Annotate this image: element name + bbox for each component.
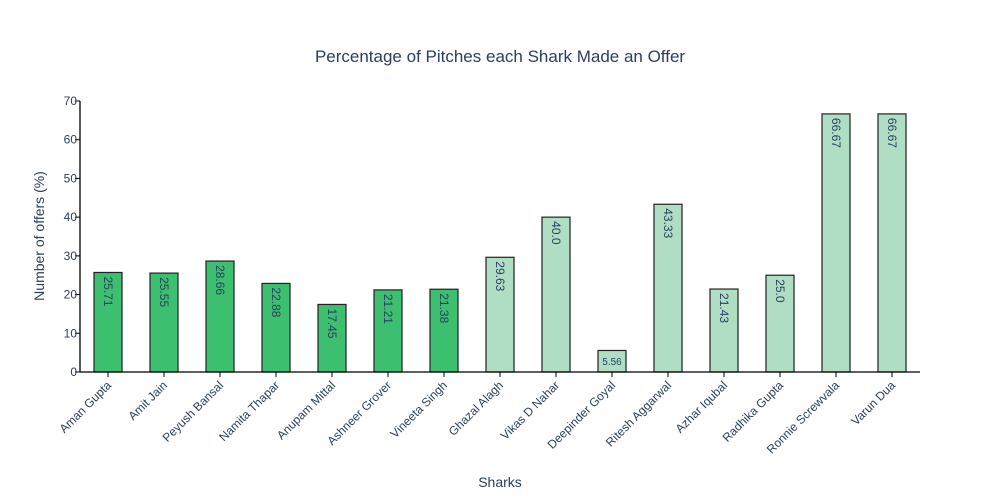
data-label: 21.43	[717, 293, 731, 323]
data-label: 21.21	[381, 294, 395, 324]
data-label: 25.55	[157, 277, 171, 307]
y-tick-label: 60	[64, 133, 78, 147]
data-label: 43.33	[661, 208, 675, 238]
chart-title: Percentage of Pitches each Shark Made an…	[315, 47, 685, 66]
data-label: 29.63	[493, 261, 507, 291]
y-tick-label: 30	[64, 249, 78, 263]
x-tick-label: Ghazal Alagh	[446, 378, 506, 438]
bar	[765, 274, 795, 373]
x-tick-label: Namita Thapar	[216, 378, 282, 444]
x-tick-label: Varun Dua	[848, 378, 898, 428]
bar	[93, 271, 123, 373]
y-tick-label: 50	[64, 171, 78, 185]
data-label: 66.67	[885, 118, 899, 148]
bar	[373, 289, 403, 373]
bar	[709, 288, 739, 373]
bar	[653, 203, 683, 373]
bar	[205, 260, 235, 373]
data-label: 17.45	[325, 308, 339, 338]
data-label: 22.88	[269, 287, 283, 317]
y-tick-label: 0	[70, 365, 77, 379]
x-tick-label: Vineeta Singh	[388, 378, 451, 441]
data-label: 21.38	[437, 293, 451, 323]
bar	[429, 288, 459, 373]
x-axis-title: Sharks	[478, 474, 522, 490]
data-label: 25.71	[101, 276, 115, 306]
bar	[821, 113, 851, 373]
data-label: 28.66	[213, 265, 227, 295]
data-label: 66.67	[829, 118, 843, 148]
x-tick-label: Amit Jain	[125, 378, 170, 423]
bar	[877, 113, 907, 373]
bar	[485, 256, 515, 373]
data-label: 5.56	[602, 357, 622, 368]
data-label: 40.0	[549, 221, 563, 245]
bar	[261, 282, 291, 373]
y-axis-title: Number of offers (%)	[31, 171, 47, 301]
y-axis-ticks: 0 10 20 30 40 50 60 70	[64, 94, 80, 379]
x-tick-label: Azhar Iqubal	[673, 378, 731, 436]
y-tick-label: 40	[64, 210, 78, 224]
x-tick-label: Aman Gupta	[57, 378, 115, 436]
y-tick-label: 20	[64, 288, 78, 302]
data-label: 25.0	[773, 279, 787, 303]
y-tick-label: 10	[64, 326, 78, 340]
bars: 25.71 25.55 28.66 22.88 17.45 21.21 21.38 29.63…	[93, 113, 907, 373]
y-tick-label: 70	[64, 94, 78, 108]
